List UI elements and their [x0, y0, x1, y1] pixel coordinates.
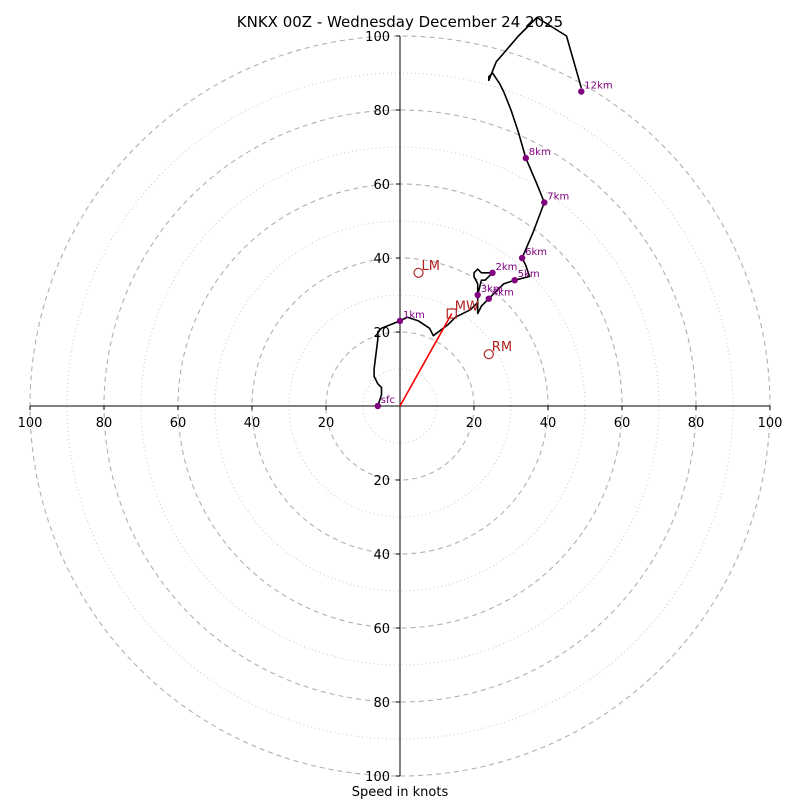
- x-tick-label: 20: [318, 416, 335, 431]
- y-tick-label: 100: [365, 30, 390, 45]
- height-marker-8km: [522, 154, 529, 162]
- height-label-7km: 7km: [547, 192, 569, 203]
- height-marker-12km: [578, 88, 585, 95]
- height-label-1km: 1km: [403, 310, 425, 321]
- x-tick-label: 60: [614, 416, 631, 431]
- x-tick-label: 80: [96, 416, 113, 431]
- height-label-2km: 2km: [496, 262, 518, 273]
- y-tick-label: 80: [373, 104, 390, 119]
- storm-motion-lm-label: LM: [422, 259, 440, 274]
- storm-motion-rm-label: RM: [492, 340, 512, 355]
- x-tick-label: 100: [758, 416, 783, 431]
- mean-wind-vector: [399, 313, 453, 407]
- height-marker-5km: [511, 277, 518, 284]
- chart-title: KNKX 00Z - Wednesday December 24 2025: [237, 13, 563, 31]
- height-marker-sfc: [374, 402, 381, 410]
- height-label-4km: 4km: [492, 288, 514, 299]
- wind-trace-group: [373, 16, 583, 407]
- height-marker-3km: [474, 291, 481, 299]
- y-tick-label: 40: [373, 548, 390, 563]
- height-marker-6km: [518, 254, 526, 262]
- x-tick-label: 40: [540, 416, 557, 431]
- x-axis-label: Speed in knots: [352, 785, 449, 800]
- storm-motion-mw-marker: [446, 308, 457, 319]
- height-label-5km: 5km: [518, 269, 540, 280]
- height-label-6km: 6km: [525, 247, 547, 258]
- tick-labels: 100 80 60 40 20 20 40 60 80 100100806040202040608…: [18, 30, 783, 785]
- storm-motion-mw-label: MW: [455, 300, 479, 315]
- storm-motion-lm-marker: [413, 267, 424, 278]
- storm-motions: LM MW RM: [413, 259, 512, 360]
- x-tick-label: 20: [466, 416, 483, 431]
- height-marker-7km: [541, 199, 548, 206]
- height-marker-4km: [485, 295, 492, 302]
- y-tick-label: 80: [373, 696, 390, 711]
- storm-motion-rm-marker: [483, 349, 494, 360]
- y-tick-label: 100: [365, 770, 390, 785]
- height-label-8km: 8km: [529, 147, 551, 158]
- wind-trace: [373, 16, 583, 407]
- y-tick-label: 40: [373, 252, 390, 267]
- mean-wind-vector-group: [399, 313, 453, 407]
- height-label-sfc: sfc: [381, 395, 395, 406]
- height-label-3km: 3km: [481, 284, 503, 295]
- height-label-12km: 12km: [584, 81, 612, 92]
- height-marker-2km: [489, 269, 496, 276]
- x-tick-label: 40: [244, 416, 261, 431]
- x-tick-label: 60: [170, 416, 187, 431]
- x-tick-label: 100: [18, 416, 43, 431]
- y-tick-label: 20: [373, 474, 390, 489]
- y-tick-label: 60: [373, 622, 390, 637]
- height-marker-1km: [396, 317, 404, 325]
- y-tick-label: 60: [373, 178, 390, 193]
- x-tick-label: 80: [688, 416, 705, 431]
